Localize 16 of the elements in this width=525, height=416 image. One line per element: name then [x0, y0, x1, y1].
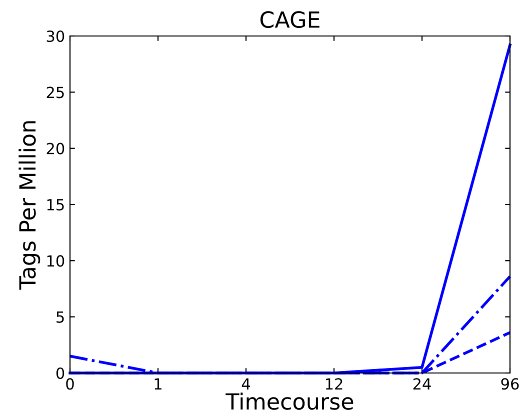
- y-axis-title: Tags Per Million: [18, 121, 40, 290]
- y-tick-label: 15: [47, 199, 64, 211]
- y-tick-label: 30: [46, 30, 64, 42]
- x-tick-label: 96: [501, 378, 519, 390]
- x-axis-title: Timecourse: [226, 392, 354, 410]
- x-tick-label: 1: [154, 378, 162, 390]
- x-tick-label: 4: [242, 378, 250, 390]
- y-tick-label: 10: [47, 255, 64, 267]
- x-tick-label: 0: [66, 378, 74, 390]
- x-tick-label: 12: [326, 378, 342, 390]
- y-tick-label: 0: [56, 367, 64, 380]
- x-tick-label: 24: [413, 378, 431, 390]
- y-tick-label: 25: [46, 86, 64, 98]
- y-tick-label: 5: [56, 312, 64, 323]
- chart-title: CAGE: [260, 11, 320, 28]
- y-tick-label: 20: [46, 142, 64, 154]
